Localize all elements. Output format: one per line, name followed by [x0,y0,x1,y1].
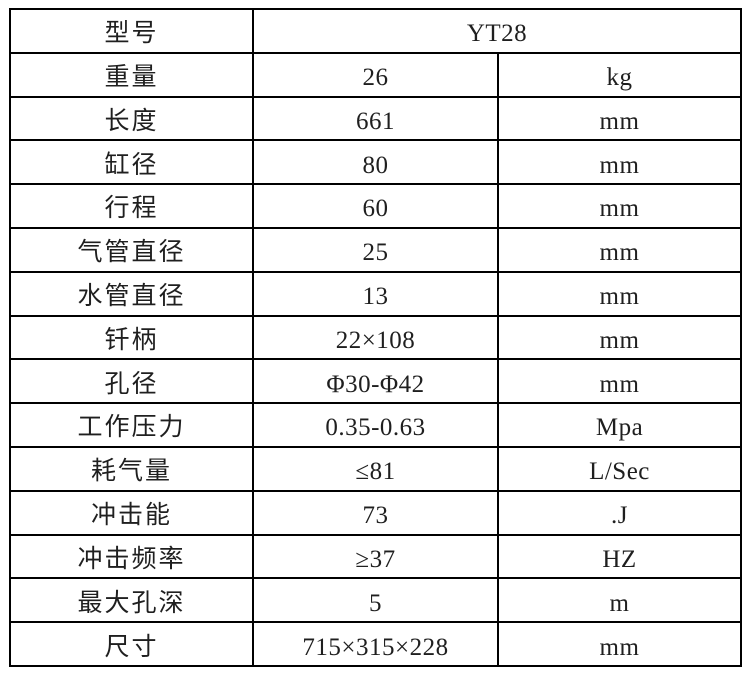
table-row: 行程 60 mm [9,183,743,229]
spec-unit-cell: mm [496,314,743,361]
spec-label-cell: 长度 [9,95,254,142]
table-row: 耗气量 ≤81 L/Sec [9,445,743,492]
table-row: 缸径 80 mm [9,139,743,186]
spec-unit-cell: L/Sec [496,445,743,492]
table-row: 长度 661 mm [9,95,743,142]
table-row: 钎柄 22×108 mm [9,314,743,361]
spec-unit-cell: m [496,577,743,624]
spec-unit-cell: mm [496,358,743,405]
spec-value-cell: 60 [252,183,499,229]
spec-value-cell: 661 [252,95,499,142]
spec-unit-cell: mm [496,270,743,317]
spec-label-cell: 型号 [9,8,254,54]
spec-value-cell: 5 [252,577,499,624]
spec-value-cell: Φ30-Φ42 [252,358,499,405]
spec-unit-cell: mm [496,226,743,273]
spec-label-cell: 冲击频率 [9,533,254,580]
table-row-model: 型号 YT28 [9,8,743,54]
spec-label-cell: 重量 [9,51,254,98]
table-row: 最大孔深 5 m [9,577,743,624]
spec-unit-cell: mm [496,95,743,142]
table-row: 工作压力 0.35-0.63 Mpa [9,402,743,448]
spec-table-body: 型号 YT28 重量 26 kg 长度 661 mm 缸径 80 mm 行程 60 mm 气管直径 25 m… [9,8,743,667]
spec-label-cell: 行程 [9,183,254,229]
spec-unit-cell: mm [496,621,743,667]
spec-label-cell: 气管直径 [9,226,254,273]
table-row: 冲击频率 ≥37 HZ [9,533,743,580]
spec-unit-cell: mm [496,183,743,229]
spec-unit-cell: .J [496,489,743,536]
spec-label-cell: 最大孔深 [9,577,254,624]
table-row: 孔径 Φ30-Φ42 mm [9,358,743,405]
spec-label-cell: 钎柄 [9,314,254,361]
spec-value-cell: 22×108 [252,314,499,361]
spec-label-cell: 水管直径 [9,270,254,317]
spec-value-cell: 715×315×228 [252,621,499,667]
table-row: 气管直径 25 mm [9,226,743,273]
spec-table: 型号 YT28 重量 26 kg 长度 661 mm 缸径 80 mm 行程 60 mm 气管直径 25 m… [9,8,743,667]
spec-label-cell: 尺寸 [9,621,254,667]
spec-label-cell: 冲击能 [9,489,254,536]
spec-value-cell: ≥37 [252,533,499,580]
spec-value-cell: 80 [252,139,499,186]
spec-unit-cell: mm [496,139,743,186]
spec-value-cell: 26 [252,51,499,98]
spec-value-cell: YT28 [251,8,743,54]
spec-label-cell: 缸径 [9,139,254,186]
spec-value-cell: 13 [252,270,499,317]
spec-value-cell: ≤81 [252,445,499,492]
table-row: 重量 26 kg [9,51,743,98]
spec-value-cell: 73 [252,489,499,536]
spec-value-cell: 0.35-0.63 [252,402,499,448]
spec-label-cell: 耗气量 [9,445,254,492]
spec-label-cell: 工作压力 [9,402,254,448]
table-row: 尺寸 715×315×228 mm [9,621,743,667]
spec-unit-cell: Mpa [496,402,743,448]
spec-label-cell: 孔径 [9,358,254,405]
table-row: 水管直径 13 mm [9,270,743,317]
spec-unit-cell: HZ [496,533,743,580]
spec-value-cell: 25 [252,226,499,273]
table-row: 冲击能 73 .J [9,489,743,536]
spec-unit-cell: kg [496,51,743,98]
